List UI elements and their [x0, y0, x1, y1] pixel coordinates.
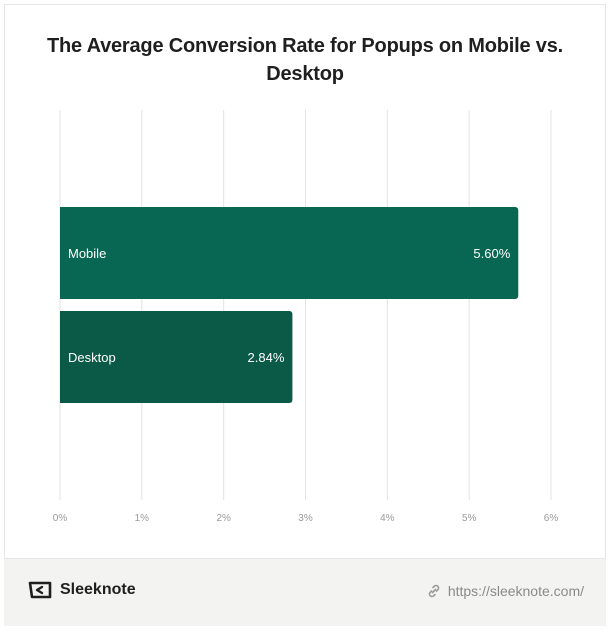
bar-left-edge	[60, 207, 64, 299]
bar-value-label: 5.60%	[473, 246, 510, 261]
x-tick-label: 5%	[462, 513, 477, 524]
x-tick-label: 0%	[53, 513, 68, 524]
x-tick-label: 2%	[216, 513, 231, 524]
chart-title: The Average Conversion Rate for Popups o…	[47, 35, 563, 85]
bar	[60, 207, 519, 299]
bar	[60, 311, 293, 403]
bar-category-label: Mobile	[68, 246, 106, 261]
source-link[interactable]: https://sleeknote.com/	[426, 583, 584, 599]
bar-category-label: Desktop	[68, 350, 116, 365]
sleeknote-logo-icon	[28, 581, 52, 599]
bar-value-label: 2.84%	[248, 350, 285, 365]
x-tick-label: 3%	[298, 513, 313, 524]
x-tick-label: 1%	[135, 513, 150, 524]
footer: Sleeknote https://sleeknote.com/	[4, 558, 606, 626]
brand[interactable]: Sleeknote	[28, 581, 136, 599]
x-tick-label: 4%	[380, 513, 395, 524]
x-tick-label: 6%	[544, 513, 559, 524]
brand-name: Sleeknote	[60, 581, 136, 598]
link-icon	[428, 584, 440, 598]
source-url: https://sleeknote.com/	[447, 583, 584, 599]
bar-left-edge	[60, 311, 64, 403]
